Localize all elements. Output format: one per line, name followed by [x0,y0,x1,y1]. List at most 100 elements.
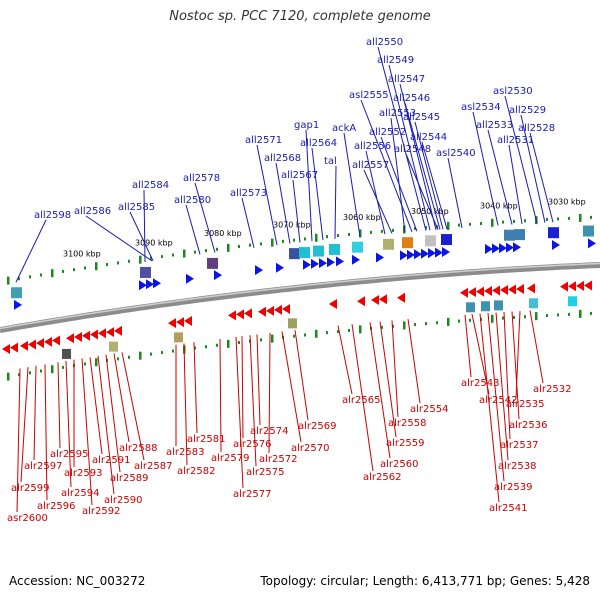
reverse-gene-box [109,341,118,352]
forward-gene-box [441,234,452,246]
forward-gene-box [425,235,436,247]
reverse-leader-line [256,334,261,426]
tick-mark-upper [95,262,98,271]
reverse-gene-label: alr2560 [380,459,418,470]
forward-leader-line [365,150,386,235]
tick-mark-upper [480,222,482,226]
tick-mark-lower [227,339,230,348]
tick-mark-lower [18,373,20,377]
forward-gene-box [299,247,310,259]
forward-leader-line [404,102,441,230]
tick-mark-lower [469,318,471,322]
tick-mark-lower [40,369,42,373]
forward-leader-line [504,95,538,224]
forward-gene-box [548,227,559,239]
tick-mark-lower [260,338,262,342]
gene-labels: all2598 all2586 all2585 all2584 all2580 all25… [7,37,571,524]
reverse-gene-label: alr2565 [342,395,380,406]
tick-mark-upper [7,276,10,285]
forward-gene-box [329,243,340,255]
reverse-gene-label: alr2541 [489,503,527,514]
reverse-gene-arrow [244,308,252,319]
reverse-gene-arrow [266,305,274,316]
tick-mark-lower [568,312,570,316]
tick-mark-upper [40,273,42,277]
reverse-leader-line [33,365,37,461]
tick-mark-lower [425,322,427,326]
reverse-leader-line [503,312,511,440]
forward-gene-arrow [255,265,263,276]
forward-gene-label: all2598 [34,210,71,221]
reverse-leader-line [65,360,72,488]
forward-gene-label: asl2540 [436,148,476,159]
forward-gene-arrow [435,247,443,258]
reverse-gene-arrow [397,292,405,303]
forward-leader-line [334,165,337,239]
forward-gene-label: all2531 [497,135,534,146]
tick-mark-upper [359,229,362,238]
tick-mark-upper [117,261,119,265]
reverse-leader-line [249,335,257,467]
reverse-leader-line [89,357,103,455]
reverse-gene-arrow [258,306,266,317]
forward-leader-line [360,99,413,232]
forward-gene-arrow [327,257,335,268]
forward-leader-line [305,129,313,242]
tick-mark-lower [271,334,274,343]
forward-gene-arrow [352,254,360,265]
forward-gene-arrow [186,273,194,284]
tick-mark-lower [238,341,240,345]
reverse-gene-label: alr2562 [363,472,401,483]
reverse-leader-line [20,367,29,483]
tick-mark-upper [502,220,504,224]
tick-mark-lower [161,351,163,355]
forward-gene-label: all2546 [393,93,430,104]
reverse-gene-arrow [282,304,290,315]
reverse-gene-label: alr2589 [110,473,148,484]
forward-gene-box [289,248,300,260]
forward-leader-line [520,114,546,223]
tick-mark-upper [370,230,372,234]
forward-gene-box [504,229,515,241]
reverse-gene-label: alr2599 [11,483,49,494]
tick-mark-lower [414,323,416,327]
reverse-gene-label: alr2591 [92,455,130,466]
tick-mark-lower [84,362,86,366]
reverse-gene-arrow [44,336,52,347]
tick-mark-upper [458,223,460,227]
reverse-leader-line [511,311,520,420]
reverse-gene-label: alr2542 [479,395,517,406]
forward-leader-line [390,117,406,233]
tick-mark-lower [590,311,592,315]
reverse-gene-label: alr2574 [250,426,288,437]
reverse-gene-label: alr2596 [37,501,75,512]
forward-gene-arrow [442,247,450,258]
forward-gene-box [313,245,324,257]
reverse-gene-arrow [560,281,568,292]
forward-gene-label: all2568 [264,153,301,164]
reverse-gene-label: alr2587 [134,461,172,472]
reverse-gene-label: alr2577 [233,489,271,500]
reverse-gene-arrow [329,299,337,310]
reverse-leader-line [268,332,271,454]
forward-leader-line [311,147,324,241]
forward-gene-label: all2548 [394,144,431,155]
forward-gene-label: all2529 [509,105,546,116]
forward-gene-box [583,225,594,237]
forward-gene-arrow [499,243,507,254]
reverse-gene-arrow [168,318,176,329]
tick-mark-upper [469,222,471,226]
forward-gene-label: asl2555 [349,90,389,101]
tick-mark-upper [381,229,383,233]
forward-gene-arrow [492,243,500,254]
tick-mark-lower [403,321,406,330]
forward-gene-arrow [311,258,319,269]
forward-leader-line [275,162,291,244]
tick-mark-lower [381,325,383,329]
tick-mark-lower [579,309,582,318]
tick-mark-upper [150,256,152,260]
reverse-gene-label: alr2539 [494,482,532,493]
reverse-gene-box [466,302,475,313]
tick-mark-lower [337,330,339,334]
reverse-gene-arrow [492,285,500,296]
